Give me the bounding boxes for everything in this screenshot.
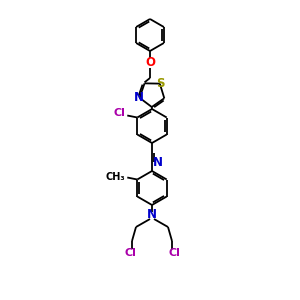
Text: CH₃: CH₃ (106, 172, 125, 182)
Text: Cl: Cl (168, 248, 180, 258)
Text: O: O (145, 56, 155, 70)
Text: Cl: Cl (124, 248, 136, 258)
Text: N: N (134, 91, 144, 104)
Text: N: N (153, 155, 163, 169)
Text: N: N (147, 208, 157, 221)
Text: Cl: Cl (113, 109, 125, 118)
Text: S: S (157, 77, 165, 90)
